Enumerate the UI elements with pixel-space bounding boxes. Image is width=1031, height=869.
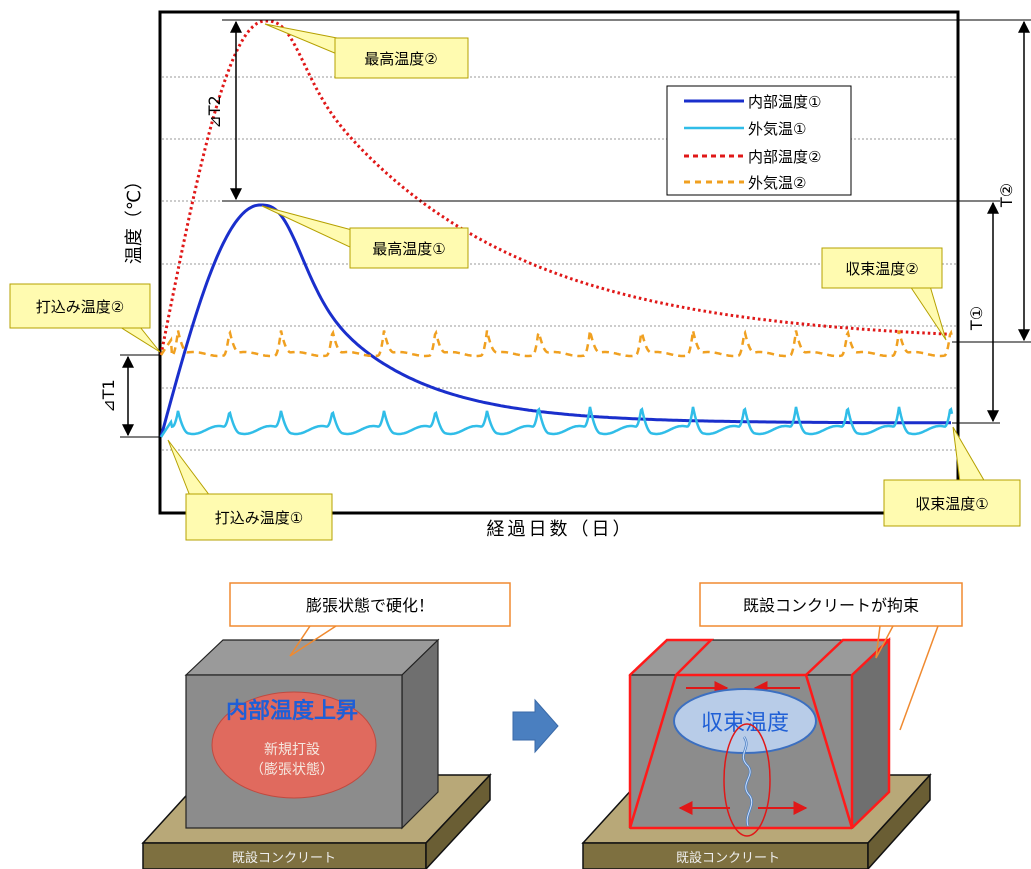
callout-placement-temp-1-label: 打込み温度① bbox=[215, 509, 303, 527]
legend-label-internal-1: 内部温度① bbox=[748, 93, 821, 111]
y-axis-label: 温度（℃） bbox=[124, 172, 145, 264]
t1-label: T① bbox=[967, 306, 986, 331]
left-ellipse-line1: 新規打設 bbox=[264, 741, 320, 758]
x-axis-label: 経過日数（日） bbox=[487, 519, 634, 540]
callout-converge-temp-2-label: 収束温度② bbox=[845, 260, 918, 278]
callout-converge-temp-2: 収束温度② bbox=[821, 247, 947, 341]
left-ellipse-line2: （膨張状態） bbox=[250, 761, 334, 778]
legend-label-outside-1: 外気温① bbox=[748, 120, 806, 138]
right-block-illustration: 既設コンクリート 収束温度 bbox=[581, 582, 963, 869]
callout-max-temp-1-label: 最高温度① bbox=[372, 240, 445, 258]
right-callout-text: 既設コンクリートが拘束 bbox=[743, 596, 919, 615]
left-block-illustration: 既設コンクリート 内部温度上昇 新規打設 （膨張状態） 膨張状態で硬化！ bbox=[141, 582, 511, 869]
legend-label-outside-2: 外気温② bbox=[748, 174, 806, 192]
restraint-outline bbox=[628, 637, 891, 830]
left-base-label: 既設コンクリート bbox=[232, 850, 336, 866]
callout-max-temp-2: 最高温度② bbox=[264, 23, 469, 79]
series-outside-temp-1 bbox=[159, 406, 954, 438]
series-internal-temp-2 bbox=[159, 19, 952, 356]
callout-max-temp-2-label: 最高温度② bbox=[364, 50, 437, 68]
series-internal-temp-1 bbox=[159, 203, 951, 438]
left-expansion-ellipse bbox=[211, 691, 377, 799]
legend-label-internal-2: 内部温度② bbox=[748, 148, 821, 166]
callout-placement-temp-2-label: 打込み温度② bbox=[36, 298, 124, 316]
right-base-label: 既設コンクリート bbox=[676, 850, 780, 866]
left-callout: 膨張状態で硬化！ bbox=[229, 582, 511, 657]
t2-label: T② bbox=[997, 183, 1016, 208]
right-arrow-icon bbox=[512, 698, 559, 754]
delta-t1-label: ⊿T1 bbox=[99, 379, 118, 412]
callout-placement-temp-1: 打込み温度① bbox=[167, 439, 333, 541]
temperature-chart: ⊿T2 ⊿T1 T① T② 温度（℃） 経過日数（日） 内部温度① 外気温① 内… bbox=[9, 10, 1031, 541]
callout-placement-temp-2: 打込み温度② bbox=[9, 283, 161, 353]
shrink-arrows bbox=[678, 681, 808, 815]
left-title: 内部温度上昇 bbox=[226, 698, 358, 724]
delta-t2-label: ⊿T2 bbox=[205, 95, 224, 128]
callout-max-temp-1: 最高温度① bbox=[261, 205, 469, 269]
legend: 内部温度① 外気温① 内部温度② 外気温② bbox=[666, 85, 852, 196]
callout-converge-temp-1-label: 収束温度① bbox=[915, 495, 988, 513]
series-outside-temp-2 bbox=[159, 329, 954, 359]
right-callout: 既設コンクリートが拘束 bbox=[699, 582, 963, 731]
left-callout-text: 膨張状態で硬化！ bbox=[306, 596, 434, 615]
dimension-arrows bbox=[122, 20, 1030, 437]
callout-converge-temp-1: 収束温度① bbox=[883, 426, 1021, 527]
crack-circle bbox=[723, 723, 771, 837]
